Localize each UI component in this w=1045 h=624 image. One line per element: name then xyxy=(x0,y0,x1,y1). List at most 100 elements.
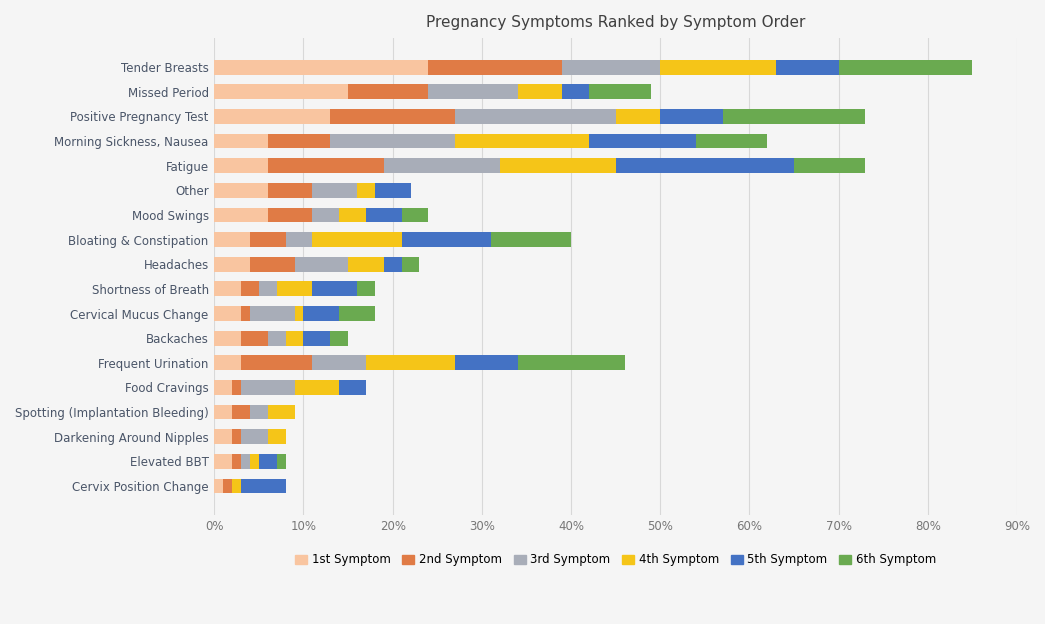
Bar xyxy=(562,60,660,74)
Bar xyxy=(241,356,312,370)
Bar xyxy=(348,84,428,99)
Bar xyxy=(456,109,616,124)
Bar xyxy=(340,380,366,395)
Bar xyxy=(241,281,259,296)
Bar xyxy=(214,404,232,419)
Bar xyxy=(214,183,268,198)
Bar xyxy=(340,208,366,222)
Bar xyxy=(232,454,241,469)
Bar xyxy=(401,232,491,247)
Bar xyxy=(312,281,357,296)
Bar xyxy=(268,158,384,173)
Bar xyxy=(839,60,973,74)
Bar xyxy=(562,84,589,99)
Bar xyxy=(401,257,419,271)
Bar xyxy=(340,306,375,321)
Bar xyxy=(312,208,340,222)
Bar xyxy=(330,109,456,124)
Bar xyxy=(312,232,401,247)
Bar xyxy=(232,429,241,444)
Bar xyxy=(428,84,517,99)
Bar xyxy=(214,454,232,469)
Bar xyxy=(250,306,295,321)
Bar xyxy=(616,109,660,124)
Bar xyxy=(268,208,312,222)
Bar xyxy=(517,356,625,370)
Bar xyxy=(517,84,562,99)
Bar xyxy=(456,134,589,149)
Bar xyxy=(295,380,340,395)
Legend: 1st Symptom, 2nd Symptom, 3rd Symptom, 4th Symptom, 5th Symptom, 6th Symptom: 1st Symptom, 2nd Symptom, 3rd Symptom, 4… xyxy=(291,548,940,571)
Bar xyxy=(214,306,241,321)
Bar xyxy=(214,109,330,124)
Bar xyxy=(241,454,250,469)
Bar xyxy=(330,331,348,346)
Bar xyxy=(285,232,312,247)
Bar xyxy=(250,404,268,419)
Bar xyxy=(589,84,651,99)
Title: Pregnancy Symptoms Ranked by Symptom Order: Pregnancy Symptoms Ranked by Symptom Ord… xyxy=(426,15,806,30)
Bar xyxy=(250,257,295,271)
Bar xyxy=(616,158,794,173)
Bar xyxy=(589,134,696,149)
Bar xyxy=(259,281,277,296)
Bar xyxy=(384,257,401,271)
Bar xyxy=(277,454,285,469)
Bar xyxy=(241,331,268,346)
Bar xyxy=(428,60,562,74)
Bar xyxy=(214,356,241,370)
Bar xyxy=(268,331,285,346)
Bar xyxy=(285,331,303,346)
Bar xyxy=(277,281,312,296)
Bar xyxy=(214,281,241,296)
Bar xyxy=(384,158,500,173)
Bar xyxy=(214,257,250,271)
Bar xyxy=(241,380,295,395)
Bar xyxy=(303,331,330,346)
Bar xyxy=(357,281,375,296)
Bar xyxy=(375,183,411,198)
Bar xyxy=(500,158,616,173)
Bar xyxy=(660,60,776,74)
Bar xyxy=(456,356,517,370)
Bar xyxy=(214,84,348,99)
Bar xyxy=(241,479,285,494)
Bar xyxy=(241,429,268,444)
Bar xyxy=(214,158,268,173)
Bar xyxy=(232,479,241,494)
Bar xyxy=(268,404,295,419)
Bar xyxy=(241,306,250,321)
Bar xyxy=(366,208,401,222)
Bar xyxy=(295,306,303,321)
Bar xyxy=(250,454,259,469)
Bar xyxy=(357,183,375,198)
Bar xyxy=(491,232,571,247)
Bar xyxy=(794,158,865,173)
Bar xyxy=(268,134,330,149)
Bar xyxy=(214,429,232,444)
Bar xyxy=(214,232,250,247)
Bar xyxy=(366,356,456,370)
Bar xyxy=(312,183,357,198)
Bar xyxy=(696,134,767,149)
Bar xyxy=(660,109,723,124)
Bar xyxy=(303,306,340,321)
Bar xyxy=(776,60,839,74)
Bar xyxy=(348,257,384,271)
Bar xyxy=(312,356,366,370)
Bar xyxy=(268,429,285,444)
Bar xyxy=(214,134,268,149)
Bar xyxy=(268,183,312,198)
Bar xyxy=(214,331,241,346)
Bar xyxy=(250,232,285,247)
Bar xyxy=(401,208,428,222)
Bar xyxy=(214,60,428,74)
Bar xyxy=(214,380,232,395)
Bar xyxy=(232,404,250,419)
Bar xyxy=(214,479,224,494)
Bar xyxy=(330,134,456,149)
Bar xyxy=(214,208,268,222)
Bar xyxy=(259,454,277,469)
Bar xyxy=(295,257,348,271)
Bar xyxy=(224,479,232,494)
